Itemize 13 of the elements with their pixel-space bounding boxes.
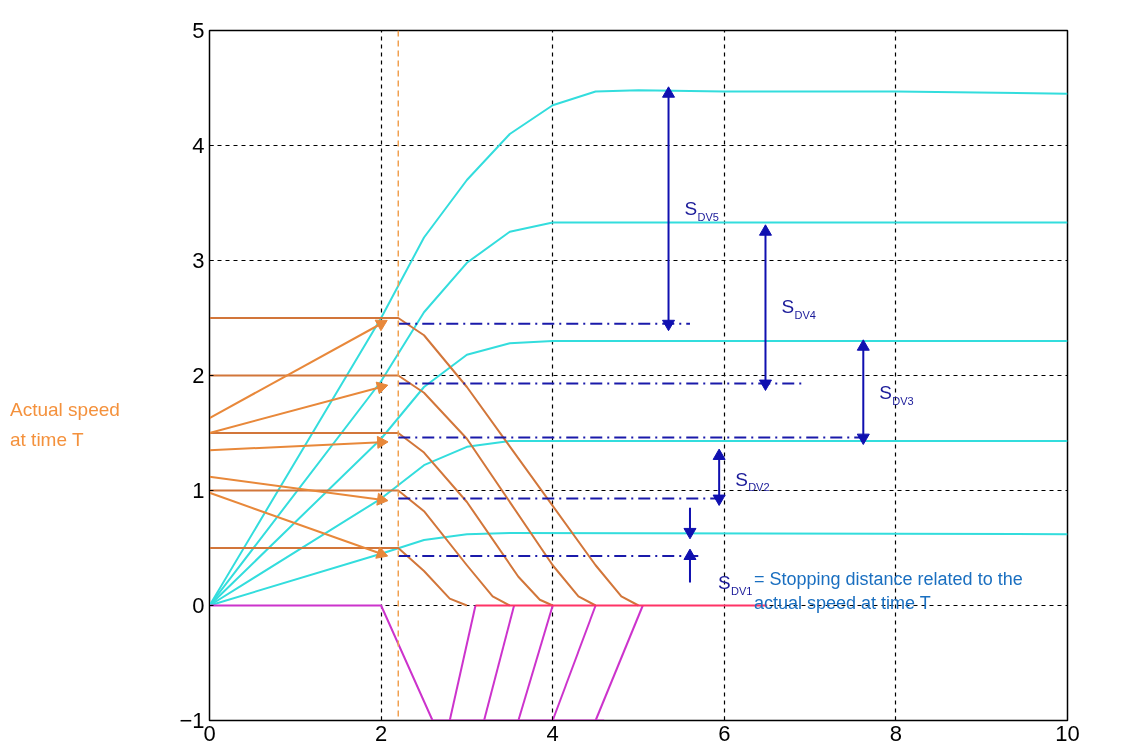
x-tick-label: 4	[546, 720, 559, 746]
y-tick-label: 4	[192, 133, 205, 158]
y-tick-label: 1	[192, 478, 205, 503]
y-tick-label: 2	[192, 363, 205, 388]
x-tick-label: 2	[374, 720, 388, 746]
x-tick-label: 10	[1055, 720, 1080, 746]
y-tick-label: 3	[192, 248, 205, 273]
y-tick-label: 0	[192, 593, 205, 618]
y-tick-label: −1	[179, 708, 205, 733]
text: Actual speed at time T	[10, 398, 120, 452]
x-tick-label: 6	[718, 720, 731, 746]
x-tick-label: 8	[889, 720, 903, 746]
y-tick-label: 5	[192, 18, 205, 43]
